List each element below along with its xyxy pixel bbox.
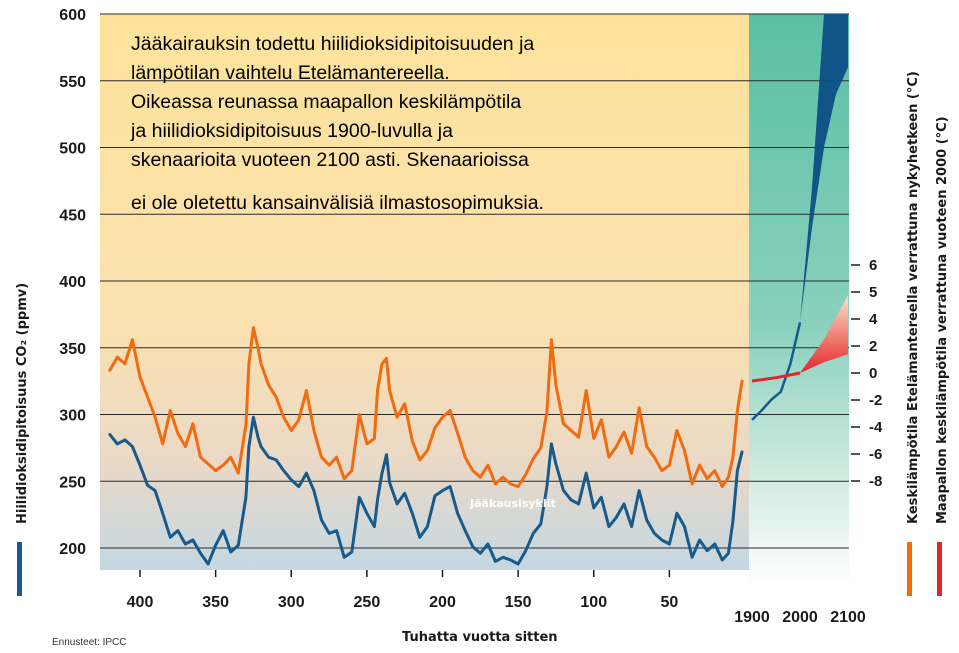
time-axis-ticks: 400 350 300 250 200 150 100 50 1900 2000 2100	[127, 570, 866, 626]
temperature-scenario-band	[800, 295, 848, 373]
y-tick-label: 300	[59, 408, 86, 425]
y-tick-label: 550	[59, 74, 86, 91]
caption-line-1: Jääkairauksin todettu hiilidioksidipitoi…	[131, 33, 534, 55]
y-tick-label: 500	[59, 141, 86, 158]
x-tick-label: 300	[278, 594, 305, 611]
caption-line-4: ja hiilidioksidipitoisuus 1900-luvulla j…	[130, 120, 453, 142]
co2-series-line	[108, 415, 744, 566]
temp-tick-label: -6	[869, 446, 882, 463]
temperature-axis-ticks: 6 5 4 2 0 -2 -4 -6 -8	[851, 257, 883, 490]
global-temperature-legend-swatch	[937, 542, 942, 596]
co2-axis-ticks: 600 550 500 450 400 350 300 250 200	[59, 7, 86, 558]
caption-line-2: lämpötilan vaihtelu Etelämantereella.	[131, 62, 450, 84]
antarctic-temperature-series-line	[108, 326, 744, 489]
global-temperature-line	[751, 371, 801, 383]
global-temperature-axis-title: Maapallon keskilämpötila verrattuna vuot…	[935, 116, 950, 524]
source-note: Ennusteet: IPCC	[52, 637, 126, 648]
co2-observed-line	[751, 322, 802, 421]
temp-tick-label: -2	[869, 392, 882, 409]
x-tick-label: 100	[580, 594, 607, 611]
y-tick-label: 350	[59, 341, 86, 358]
x-tick-label: 350	[202, 594, 229, 611]
y-tick-label: 600	[59, 7, 86, 24]
antarctic-temperature-axis-title: Keskilämpötila Etelämantereella verrattu…	[906, 71, 921, 524]
x-tick-label: 250	[354, 594, 381, 611]
x-tick-label: 50	[660, 594, 678, 611]
caption-line-5: skenaarioita vuoteen 2100 asti. Skenaari…	[131, 149, 529, 171]
co2-scenario-band	[800, 14, 848, 323]
x-tick-label: 200	[429, 594, 456, 611]
time-axis-title: Tuhatta vuotta sitten	[402, 630, 558, 645]
caption-line-3: Oikeassa reunassa maapallon keskilämpöti…	[131, 91, 521, 113]
x-tick-label: 400	[127, 594, 154, 611]
temp-tick-label: 5	[869, 284, 877, 301]
y-tick-label: 400	[59, 274, 86, 291]
temp-tick-label: 2	[869, 338, 877, 355]
co2-axis-title: Hiilidioksidipitoisuus CO₂ (ppmv)	[15, 283, 30, 524]
year-tick-label: 2000	[782, 609, 818, 626]
temp-tick-label: 0	[869, 365, 877, 382]
y-tick-label: 250	[59, 474, 86, 491]
temp-tick-label: 4	[869, 311, 878, 328]
ice-age-cycles-label: Jääkausisyklit	[469, 497, 556, 510]
year-tick-label: 1900	[734, 609, 770, 626]
y-tick-label: 200	[59, 541, 86, 558]
temp-tick-label: -4	[869, 419, 883, 436]
caption-line-6: ei ole oletettu kansainvälisiä ilmastoso…	[131, 192, 544, 214]
caption: Jääkairauksin todettu hiilidioksidipitoi…	[130, 33, 544, 214]
co2-legend-swatch	[17, 542, 22, 596]
ice-core-series	[108, 326, 744, 566]
temp-tick-label: 6	[869, 257, 877, 274]
main-plot-background	[100, 14, 749, 570]
temp-tick-label: -8	[869, 473, 882, 490]
x-tick-label: 150	[505, 594, 532, 611]
scenario-panel	[751, 14, 848, 421]
year-tick-label: 2100	[830, 609, 866, 626]
y-tick-label: 450	[59, 207, 86, 224]
antarctic-temperature-legend-swatch	[907, 542, 912, 596]
